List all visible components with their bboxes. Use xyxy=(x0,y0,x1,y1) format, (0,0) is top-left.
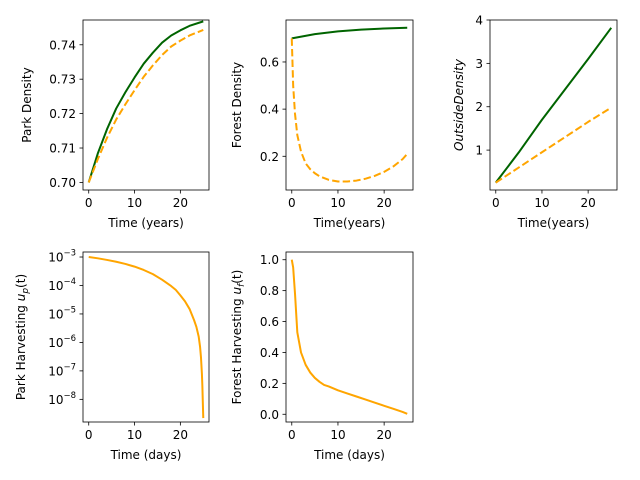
forest-xtick-label: 20 xyxy=(376,196,391,210)
forest_harvest-ytick-label: 0.2 xyxy=(260,377,279,391)
park_harvest-ytick-base: 10 xyxy=(48,336,63,350)
park_harvest-ytick-base: 10 xyxy=(48,393,63,407)
forest_harvest-ytick-label: 1.0 xyxy=(260,253,279,267)
park_harvest-ytick-exponent: −6 xyxy=(63,334,76,344)
forest_harvest-xtick-label: 0 xyxy=(288,428,296,442)
outside-plot: 0 10 20 1 2 3 4 Time(years) OutsideDensity xyxy=(452,14,618,230)
forest-xlabel: Time(years) xyxy=(313,216,386,230)
forest_harvest-ylabel-tail: (t) xyxy=(230,270,244,284)
park_harvest-ytick-exponent: −8 xyxy=(63,391,76,401)
forest_harvest-ylabel-math: u xyxy=(230,287,244,295)
park_harvest-ytick-base: 10 xyxy=(48,279,63,293)
park_harvest-ylabel-sub: p xyxy=(21,288,31,295)
forest_harvest-series-0-line xyxy=(290,259,408,415)
park_harvest-ylabel-tail: (t) xyxy=(14,274,28,288)
outside-xlabel: Time(years) xyxy=(517,216,590,230)
outside-xtick-label: 0 xyxy=(492,196,500,210)
outside-ytick-label: 1 xyxy=(475,144,483,158)
park-xtick-label: 10 xyxy=(127,196,142,210)
park_harvest-xtick-label: 20 xyxy=(173,428,188,442)
park_harvest-ytick-label: 10−8 xyxy=(48,391,76,407)
forest-series-0-line xyxy=(291,26,408,40)
park_harvest-xlabel: Time (days) xyxy=(110,448,182,462)
park_harvest-ytick-base: 10 xyxy=(48,364,63,378)
forest-xtick-label: 0 xyxy=(288,196,296,210)
park_harvest-ytick-label: 10−5 xyxy=(48,305,76,321)
park_harvest-xtick-label: 10 xyxy=(127,428,142,442)
forest-series-1-line xyxy=(290,38,408,183)
outside-series-0-line xyxy=(494,27,613,184)
park_harvest-ytick-base: 10 xyxy=(48,251,63,265)
park-xtick-label: 0 xyxy=(85,196,93,210)
forest-ylabel: Forest Density xyxy=(230,62,244,148)
forest_harvest-ylabel-sub: f xyxy=(237,282,247,287)
park-series-0-line xyxy=(87,20,204,183)
forest_harvest-ylabel-text: Forest Harvesting xyxy=(230,295,244,405)
park_harvest-ytick-exponent: −4 xyxy=(63,277,76,287)
park_harvest-ytick-base: 10 xyxy=(48,307,63,321)
forest-ytick-label: 0.2 xyxy=(260,150,279,164)
forest_harvest-ytick-label: 0.0 xyxy=(260,408,279,422)
park_harvest-xtick-label: 0 xyxy=(85,428,93,442)
park_harvest-ytick-label: 10−3 xyxy=(48,249,76,265)
forest_harvest-ylabel: Forest Harvesting uf(t) xyxy=(230,270,247,405)
park-axes-frame xyxy=(82,19,210,191)
forest_harvest-ytick-label: 0.6 xyxy=(260,315,279,329)
outside-ytick-label: 2 xyxy=(475,100,483,114)
park_harvest-ylabel-text: Park Harvesting xyxy=(14,301,28,400)
forest_harvest-xtick-label: 20 xyxy=(376,428,391,442)
forest_harvest-xtick-label: 10 xyxy=(330,428,345,442)
forest_harvest-ytick-label: 0.4 xyxy=(260,346,279,360)
park-plot: 0 10 20 0.70 0.71 0.72 0.73 0.74 Time (years) Par… xyxy=(20,19,210,230)
park_harvest-ylabel: Park Harvesting up(t) xyxy=(14,274,31,400)
park-xtick-label: 20 xyxy=(173,196,188,210)
park-ytick-label: 0.74 xyxy=(49,38,76,52)
outside-axes-frame xyxy=(489,19,618,191)
park-series-1-line xyxy=(87,29,204,183)
park_harvest-ytick-label: 10−4 xyxy=(48,277,76,293)
forest_harvest-xlabel: Time (days) xyxy=(313,448,385,462)
park_harvest-series-0-line xyxy=(88,256,205,419)
forest-axes-frame xyxy=(285,19,414,191)
outside-xtick-label: 20 xyxy=(580,196,595,210)
park_harvest-ytick-exponent: −3 xyxy=(63,249,76,259)
outside-ylabel: OutsideDensity xyxy=(452,58,466,151)
outside-ytick-label: 3 xyxy=(475,57,483,71)
forest-xtick-label: 10 xyxy=(330,196,345,210)
forest-ytick-label: 0.6 xyxy=(260,55,279,69)
outside-xtick-label: 10 xyxy=(534,196,549,210)
park-ylabel: Park Density xyxy=(20,67,34,142)
forest-plot: 0 10 20 0.2 0.4 0.6 Time(years) Forest Density xyxy=(230,19,414,230)
outside-series-1-line xyxy=(495,106,612,184)
forest_harvest-axes-frame xyxy=(285,251,414,423)
forest_harvest-plot: 0 10 20 0.0 0.2 0.4 0.6 0.8 1.0 Time (days) Forest… xyxy=(230,251,414,462)
park_harvest-ytick-exponent: −5 xyxy=(63,305,76,315)
park_harvest-ytick-label: 10−7 xyxy=(48,362,76,378)
forest_harvest-ytick-label: 0.8 xyxy=(260,284,279,298)
park-ytick-label: 0.72 xyxy=(49,107,76,121)
park_harvest-axes-frame xyxy=(82,251,210,423)
forest-ytick-label: 0.4 xyxy=(260,103,279,117)
park_harvest-ylabel-math: u xyxy=(14,293,28,301)
outside-ytick-label: 4 xyxy=(475,14,483,28)
park-ytick-label: 0.70 xyxy=(49,176,76,190)
park-xlabel: Time (years) xyxy=(107,216,184,230)
park-ytick-label: 0.71 xyxy=(49,142,76,156)
park_harvest-ytick-label: 10−6 xyxy=(48,334,76,350)
park-ytick-label: 0.73 xyxy=(49,73,76,87)
park_harvest-ytick-exponent: −7 xyxy=(63,362,76,372)
